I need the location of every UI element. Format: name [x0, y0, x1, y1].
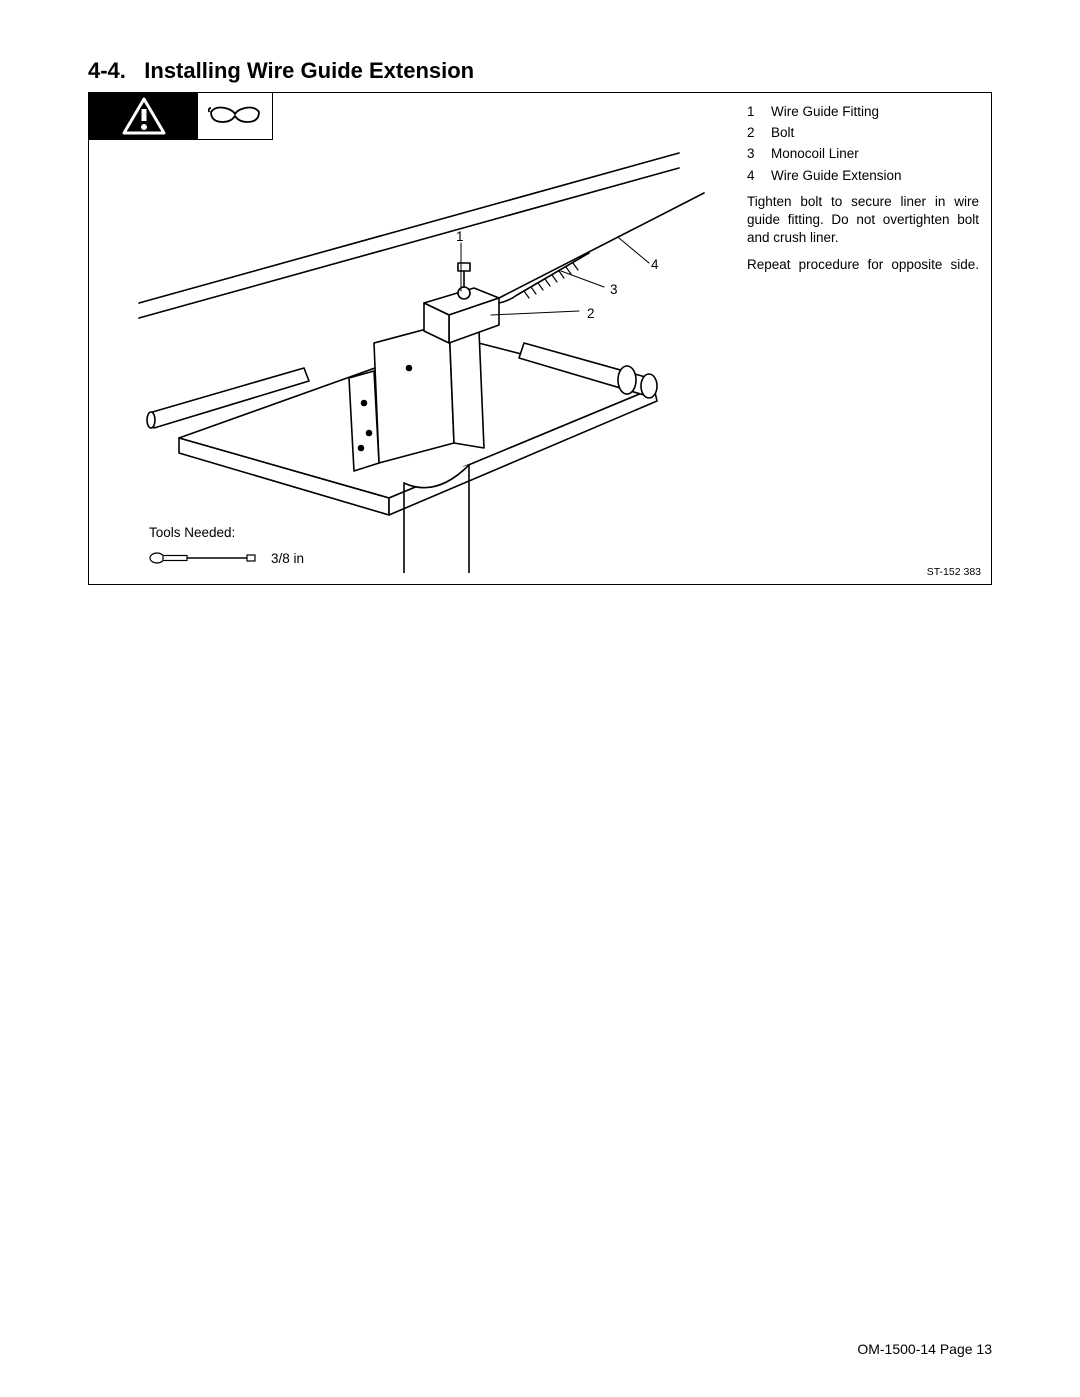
screwdriver-icon [149, 550, 259, 566]
part-item: 2 Bolt [747, 124, 979, 142]
part-name: Wire Guide Extension [771, 167, 902, 185]
figure-box: 1 2 3 4 1 Wire Guide Fitting 2 Bolt 3 Monoc… [88, 92, 992, 585]
part-num: 3 [747, 145, 759, 163]
diagram-label-1: 1 [456, 229, 464, 244]
part-item: 1 Wire Guide Fitting [747, 103, 979, 121]
part-name: Wire Guide Fitting [771, 103, 879, 121]
part-item: 3 Monocoil Liner [747, 145, 979, 163]
diagram-label-2: 2 [587, 306, 595, 321]
part-num: 2 [747, 124, 759, 142]
section-title: Installing Wire Guide Extension [144, 58, 474, 83]
callout-column: 1 Wire Guide Fitting 2 Bolt 3 Monocoil Line… [747, 103, 979, 282]
section-heading: 4-4. Installing Wire Guide Extension [88, 58, 992, 84]
tools-needed: Tools Needed: 3/8 in [149, 525, 304, 566]
assembly-diagram [129, 143, 719, 573]
page-footer: OM-1500-14 Page 13 [857, 1341, 992, 1357]
diagram-label-3: 3 [610, 282, 618, 297]
warning-triangle-icon [122, 97, 166, 135]
instruction-text: Tighten bolt to secure liner in wire gui… [747, 193, 979, 248]
part-name: Monocoil Liner [771, 145, 859, 163]
safety-glasses-icon-box [197, 92, 273, 140]
footer-doc: OM-1500-14 [857, 1341, 936, 1357]
diagram-label-4: 4 [651, 257, 659, 272]
instruction-text: Repeat procedure for opposite side. [747, 256, 979, 274]
part-name: Bolt [771, 124, 794, 142]
figure-reference: ST-152 383 [927, 566, 981, 578]
parts-list: 1 Wire Guide Fitting 2 Bolt 3 Monocoil Line… [747, 103, 979, 185]
tool-size: 3/8 in [271, 551, 304, 566]
footer-page: Page 13 [940, 1341, 992, 1357]
part-item: 4 Wire Guide Extension [747, 167, 979, 185]
warning-icon-box [88, 92, 200, 140]
tools-label: Tools Needed: [149, 525, 304, 540]
part-num: 1 [747, 103, 759, 121]
section-number: 4-4. [88, 58, 126, 83]
safety-glasses-icon [207, 102, 263, 130]
part-num: 4 [747, 167, 759, 185]
